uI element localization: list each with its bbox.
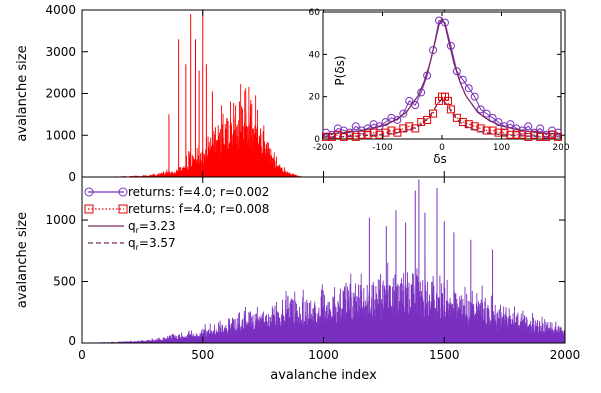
inset-ytick-label: 40 bbox=[309, 50, 321, 60]
inset-point bbox=[333, 130, 342, 139]
legend-label-main: q bbox=[128, 236, 136, 250]
bottom-xlabel: avalanche index bbox=[270, 368, 377, 383]
inset-point bbox=[429, 46, 438, 55]
inset-series-3 bbox=[322, 97, 562, 138]
inset-point bbox=[470, 92, 479, 101]
bottom-panel: 0 500 1000 0 500 1000 1500 2000 avalanche size av… bbox=[15, 176, 581, 383]
inset-point bbox=[494, 118, 503, 127]
inset-point bbox=[393, 115, 402, 124]
inset-frame bbox=[322, 11, 562, 140]
legend-entry: qr=3.57 bbox=[88, 236, 176, 252]
inset-point bbox=[435, 96, 444, 105]
inset-point bbox=[464, 84, 473, 93]
inset-point bbox=[494, 128, 503, 137]
legend-label: qr=3.57 bbox=[128, 236, 176, 252]
inset-series-line bbox=[322, 97, 562, 138]
inset-point bbox=[405, 122, 414, 131]
inset-point bbox=[452, 113, 461, 122]
inset-point bbox=[393, 128, 402, 137]
inset-point bbox=[524, 122, 533, 131]
inset-xtick-label: 0 bbox=[439, 143, 445, 153]
top-bars bbox=[98, 10, 307, 177]
bottom-xtick-label: 500 bbox=[191, 348, 214, 362]
inset-point bbox=[518, 130, 527, 139]
inset-xtick-label: 100 bbox=[493, 143, 510, 153]
inset-point bbox=[438, 92, 446, 101]
legend-label: returns: f=4.0; r=0.002 bbox=[128, 185, 269, 199]
inset-panel: 0 20 40 60 -200 -100 0 100 200 δs P(δs) bbox=[309, 8, 570, 166]
bottom-ytick-label: 1000 bbox=[45, 213, 76, 227]
inset-xlabel: δs bbox=[433, 152, 447, 166]
inset-point bbox=[452, 67, 461, 76]
inset-point bbox=[482, 109, 491, 118]
top-ylabel: avalanche size bbox=[15, 45, 30, 141]
legend-label-rest: =3.57 bbox=[139, 236, 176, 250]
legend-entry: qr=3.23 bbox=[88, 219, 176, 235]
inset-point bbox=[321, 132, 330, 141]
inset-point bbox=[554, 128, 563, 137]
top-ytick-label: 3000 bbox=[45, 45, 76, 59]
inset-point bbox=[548, 130, 557, 139]
legend-marker bbox=[84, 204, 94, 214]
inset-point bbox=[351, 132, 360, 141]
inset-point bbox=[381, 128, 390, 137]
legend-label: qr=3.23 bbox=[128, 219, 176, 235]
inset-ytick-label: 60 bbox=[309, 8, 321, 18]
bottom-xtick-label: 2000 bbox=[550, 348, 581, 362]
inset-point bbox=[488, 113, 497, 122]
bottom-bars bbox=[81, 179, 566, 343]
inset-xtick-label: 200 bbox=[552, 143, 569, 153]
bottom-ylabel: avalanche size bbox=[15, 212, 30, 308]
inset-point bbox=[500, 128, 509, 137]
legend-label-main: q bbox=[128, 219, 136, 233]
inset-point bbox=[530, 130, 539, 139]
inset-xtick-label: -100 bbox=[372, 143, 393, 153]
inset-ytick-label: 0 bbox=[314, 135, 320, 145]
inset-point bbox=[476, 105, 485, 114]
legend-label: returns: f=4.0; r=0.008 bbox=[128, 202, 269, 216]
inset-series-2 bbox=[322, 16, 562, 135]
inset-point bbox=[345, 130, 354, 139]
top-ytick-label: 2000 bbox=[45, 87, 76, 101]
top-ytick-label: 1000 bbox=[45, 128, 76, 142]
inset-ylabel: P(δs) bbox=[333, 55, 347, 85]
inset-point bbox=[405, 96, 414, 105]
legend-marker bbox=[118, 204, 128, 214]
inset-point bbox=[482, 126, 491, 135]
bottom-ytick-label: 0 bbox=[68, 334, 76, 348]
inset-ytick-label: 20 bbox=[309, 93, 321, 103]
legend-label-sub: r bbox=[136, 243, 140, 252]
top-ytick-label: 0 bbox=[68, 170, 76, 184]
legend: returns: f=4.0; r=0.002 returns: f=4.0; r… bbox=[84, 185, 269, 252]
inset-point bbox=[351, 122, 360, 131]
inset-xtick-label: -200 bbox=[313, 143, 334, 153]
bottom-xtick-label: 0 bbox=[78, 348, 86, 362]
inset-point bbox=[429, 109, 438, 118]
inset-series-line bbox=[322, 16, 562, 135]
legend-marker bbox=[84, 187, 94, 197]
bottom-ytick-label: 500 bbox=[53, 275, 76, 289]
legend-label-rest: =3.23 bbox=[139, 219, 176, 233]
legend-entry: returns: f=4.0; r=0.002 bbox=[84, 185, 269, 199]
inset-point bbox=[488, 126, 497, 135]
bottom-xtick-label: 1000 bbox=[308, 348, 339, 362]
inset-point bbox=[399, 109, 408, 118]
inset-point bbox=[524, 132, 533, 141]
inset-point bbox=[357, 130, 366, 139]
inset-point bbox=[369, 128, 378, 137]
inset-point bbox=[381, 118, 390, 127]
inset-point bbox=[423, 115, 432, 124]
top-ytick-label: 4000 bbox=[45, 3, 76, 17]
inset-point bbox=[464, 120, 473, 129]
bottom-xtick-label: 1500 bbox=[429, 348, 460, 362]
inset-point bbox=[446, 105, 455, 114]
legend-marker bbox=[118, 187, 128, 197]
inset-point bbox=[536, 124, 545, 133]
legend-entry: returns: f=4.0; r=0.008 bbox=[84, 202, 269, 216]
legend-label-sub: r bbox=[136, 226, 140, 235]
